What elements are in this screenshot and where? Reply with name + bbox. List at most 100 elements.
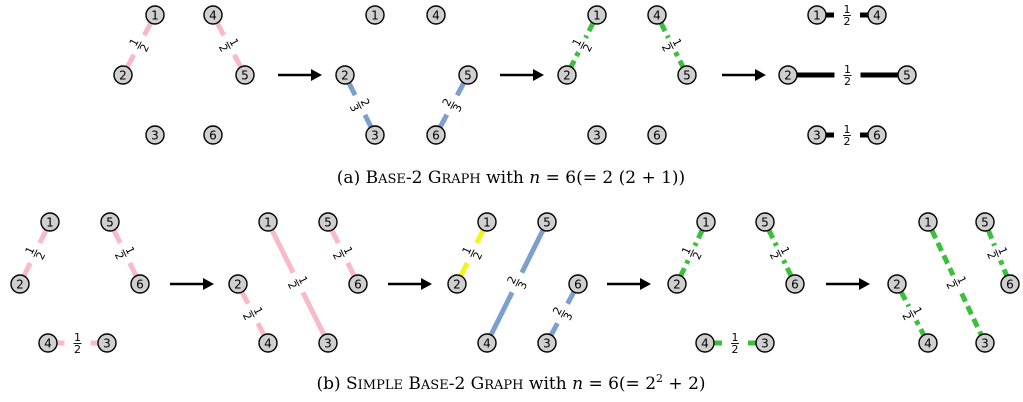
node-label: 6 <box>873 128 881 142</box>
edge-weight-label: 12 <box>656 32 688 58</box>
node-label: 5 <box>324 215 332 229</box>
node-circle <box>677 65 697 85</box>
label-backdrop <box>566 32 598 58</box>
fraction-bar <box>995 249 999 258</box>
node-label: 4 <box>701 336 709 350</box>
node-circle <box>335 65 355 85</box>
node-circle <box>867 125 887 145</box>
weight-denominator: 2 <box>112 250 127 262</box>
node-3: 3 <box>318 333 338 353</box>
node-4: 4 <box>426 5 446 25</box>
node-circle <box>975 333 995 353</box>
node-6: 6 <box>426 125 446 145</box>
node-circle <box>696 212 716 232</box>
edge-line <box>239 290 251 305</box>
node-2: 2 <box>228 274 248 294</box>
node-1: 1 <box>145 5 165 25</box>
label-backdrop <box>456 240 488 266</box>
node-label: 6 <box>653 128 661 142</box>
node-label: 2 <box>119 68 127 82</box>
node-5: 5 <box>975 212 995 232</box>
edge-5-6: 12 <box>327 229 359 277</box>
node-4: 4 <box>258 333 278 353</box>
node-6: 6 <box>785 274 805 294</box>
fraction-bar <box>777 249 782 258</box>
node-circle <box>1000 274 1020 294</box>
node-label: 1 <box>264 215 272 229</box>
node-2: 2 <box>10 274 30 294</box>
node-label: 2 <box>16 277 24 291</box>
node-circle <box>145 5 165 25</box>
fraction-bar <box>560 309 566 318</box>
node-circle <box>235 65 255 85</box>
node-circle <box>557 65 577 85</box>
edge-1-2: 12 <box>456 229 488 277</box>
node-5: 5 <box>235 65 255 85</box>
edge-weight-label: 12 <box>566 32 598 58</box>
node-1: 1 <box>40 212 60 232</box>
weight-numerator: 1 <box>995 245 1010 256</box>
weight-denominator: 2 <box>844 15 851 28</box>
node-circle <box>97 333 117 353</box>
node-circle <box>426 125 446 145</box>
node-label: 4 <box>432 8 440 22</box>
node-6: 6 <box>1000 274 1020 294</box>
caption-a: (a) BASE-2 GRAPH with n = 6(= 2 (2 + 1)) <box>337 168 685 188</box>
node-label: 5 <box>761 215 769 229</box>
weight-denominator: 2 <box>844 135 851 148</box>
weight-numerator: 1 <box>74 331 81 344</box>
node-4: 4 <box>477 333 497 353</box>
arrow-head <box>421 278 432 290</box>
node-label: 6 <box>574 277 582 291</box>
edge-line <box>111 229 123 245</box>
label-backdrop <box>941 269 972 296</box>
weight-numerator: 1 <box>954 274 969 286</box>
edge-2-4: 12 <box>897 290 928 337</box>
weight-numerator: 1 <box>844 3 851 16</box>
node-circle <box>258 212 278 232</box>
label-backdrop <box>109 240 141 266</box>
edge-line <box>231 53 243 69</box>
node-circle <box>426 5 446 25</box>
edge-weight-label: 12 <box>109 240 141 266</box>
edge-weight-label: 12 <box>843 3 851 28</box>
node-label: 3 <box>543 336 551 350</box>
node-label: 1 <box>371 8 379 22</box>
fraction-bar <box>226 41 231 49</box>
node-circle <box>203 5 223 25</box>
node-3: 3 <box>807 125 827 145</box>
node-circle <box>887 274 907 294</box>
node-circle <box>228 274 248 294</box>
edge-2-5: 12 <box>797 63 898 88</box>
node-5: 5 <box>755 212 775 232</box>
fraction-bar <box>669 41 674 50</box>
node-label: 6 <box>1006 277 1014 291</box>
node-circle <box>897 65 917 85</box>
node-3: 3 <box>587 125 607 145</box>
node-3: 3 <box>755 333 775 353</box>
caption-b: (b) SIMPLE BASE-2 GRAPH with n = 6(= 22 … <box>316 372 705 394</box>
edge-1-4: 12 <box>826 3 868 28</box>
node-circle <box>145 125 165 145</box>
arrow-head <box>311 69 322 81</box>
edge-line <box>141 21 153 37</box>
node-1: 1 <box>477 212 497 232</box>
weight-numerator: 1 <box>460 245 475 257</box>
node-circle <box>10 274 30 294</box>
node-label: 5 <box>981 215 989 229</box>
node-circle <box>867 5 887 25</box>
weight-numerator: 1 <box>679 245 694 257</box>
edge-line <box>519 228 546 274</box>
fraction-bar <box>909 309 915 318</box>
edge-1-3: 12 <box>929 229 984 336</box>
node-6: 6 <box>130 274 150 294</box>
label-backdrop <box>213 31 245 59</box>
edge-weight-label: 12 <box>73 331 82 356</box>
edge-4-3: 12 <box>714 331 756 356</box>
node-circle <box>477 333 497 353</box>
weight-denominator: 2 <box>470 250 485 262</box>
edge-weight-label: 12 <box>843 63 852 88</box>
step-arrow-b-4 <box>826 278 870 290</box>
